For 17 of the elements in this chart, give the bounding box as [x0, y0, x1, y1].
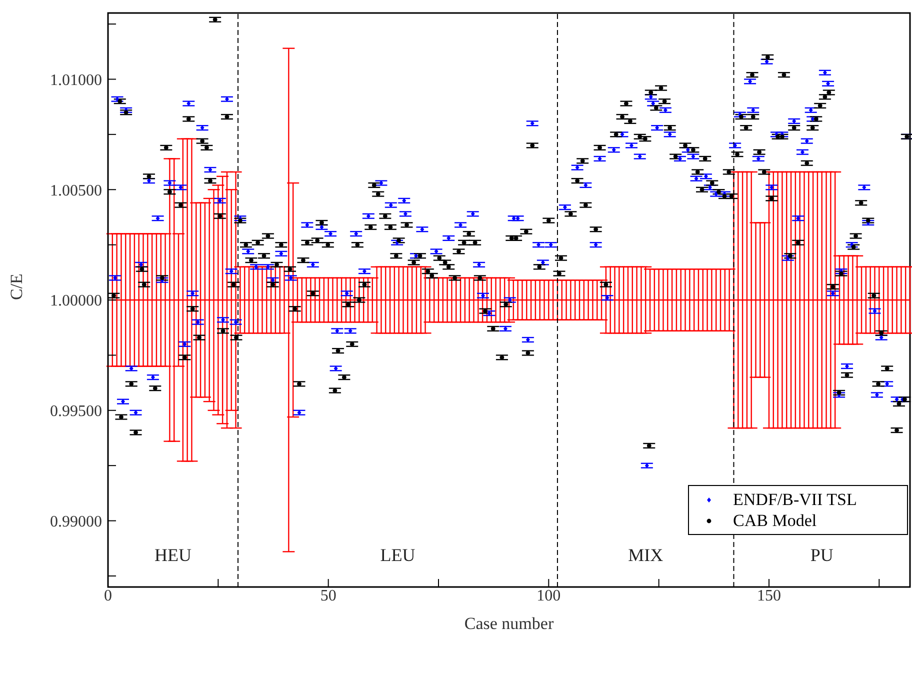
x-tick-label: 150: [756, 587, 781, 604]
y-axis-title: C/E: [7, 274, 26, 300]
annotation: LEU: [380, 545, 416, 565]
legend-label: CAB Model: [733, 510, 817, 531]
y-tick-label: 0.99500: [50, 403, 102, 420]
annotation: PU: [810, 545, 834, 565]
x-tick-label: 0: [104, 587, 112, 604]
y-tick-label: 1.01000: [50, 72, 102, 89]
legend-label: ENDF/B-VII TSL: [733, 489, 857, 510]
x-tick-label: 100: [536, 587, 561, 604]
x-tick-label: 50: [320, 587, 336, 604]
annotation: MIX: [628, 545, 664, 565]
y-tick-label: 1.00000: [50, 292, 102, 310]
annotation: HEU: [154, 545, 192, 565]
y-tick-label: 0.99000: [50, 513, 102, 530]
x-axis-title: Case number: [464, 614, 554, 633]
y-tick-label: 1.00500: [50, 182, 102, 200]
